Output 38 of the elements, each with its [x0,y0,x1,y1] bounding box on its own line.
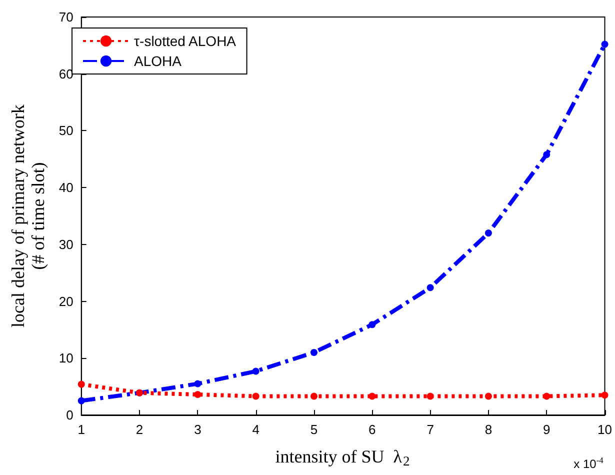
legend-label: τ-slotted ALOHA [134,33,237,49]
y-tick-label: 10 [58,350,74,366]
point [543,151,550,158]
point [484,392,492,400]
point [601,40,608,48]
x-tick-label: 5 [310,422,318,437]
x-tick-label: 6 [368,422,376,437]
point [194,391,202,398]
point [426,392,434,400]
point [310,392,318,400]
point [252,392,260,400]
x-tick-label: 10 [598,422,612,437]
y-tick-label: 20 [58,294,74,309]
point [310,348,318,356]
point [601,392,608,399]
y-tick-label: 40 [58,180,74,196]
y-tick-label: 0 [66,408,74,422]
point [543,392,550,400]
x-tick-label: 8 [484,422,492,437]
x-tick-label: 7 [426,422,434,437]
x-tick-label: 4 [252,422,260,437]
y-tick-label: 70 [58,10,74,24]
point [194,380,202,388]
y-axis-title: local delay of primary network (# of time slot) [8,104,48,328]
x-tick-label: 9 [542,422,550,437]
point [484,230,492,237]
legend-label: ALOHA [134,53,182,69]
point [252,368,260,375]
x-tick-label: 3 [194,422,202,437]
y-tick-label: 50 [58,123,74,138]
point [368,392,376,400]
point [78,380,85,388]
y-tick-label: 30 [58,236,74,252]
point [78,397,85,404]
point [368,321,376,328]
point [426,284,434,292]
x-tick-label: 1 [78,422,85,437]
x-tick-label: 2 [136,422,144,437]
